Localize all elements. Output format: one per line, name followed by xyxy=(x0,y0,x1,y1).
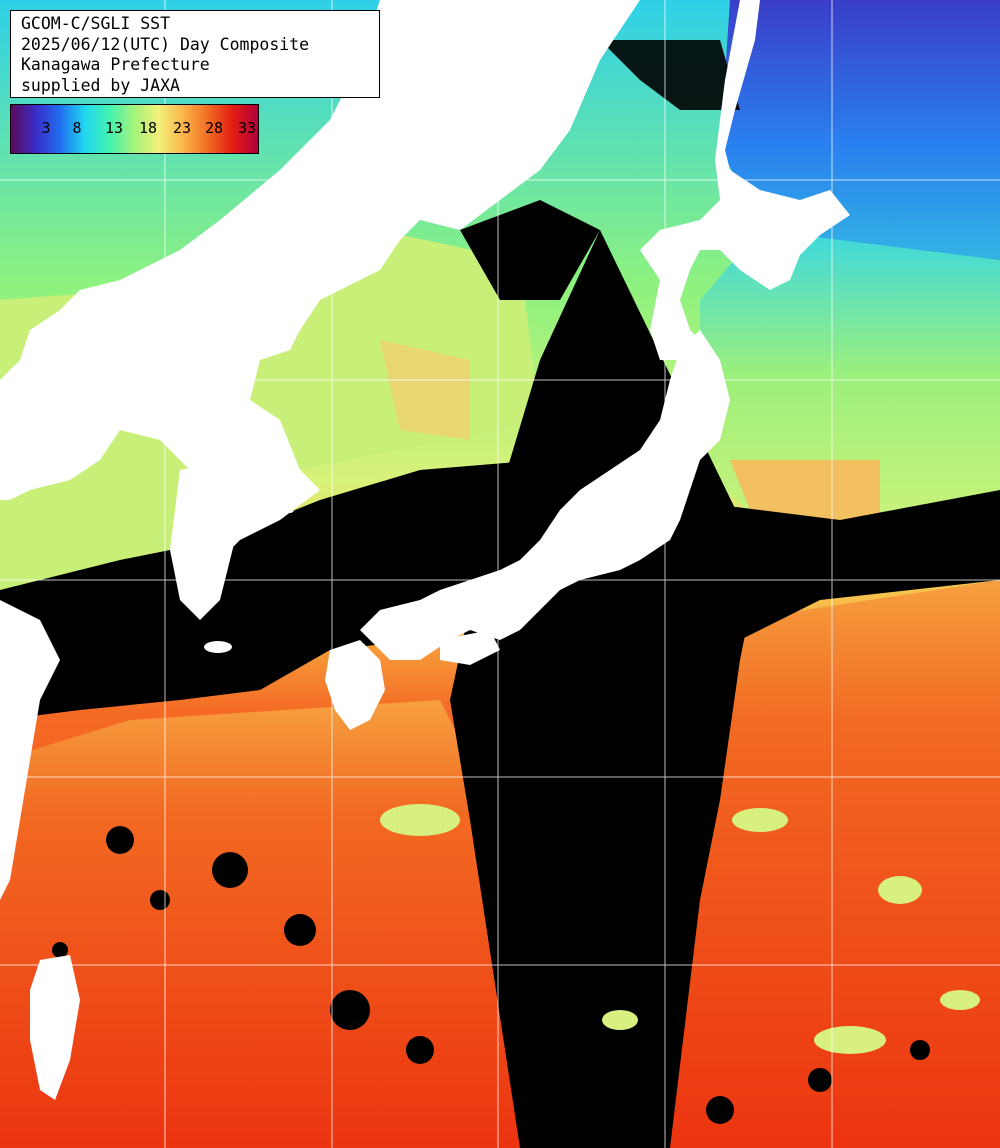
legend-tick: 23 xyxy=(172,119,192,137)
title-line-3: Kanagawa Prefecture xyxy=(21,55,210,74)
legend-tick: 3 xyxy=(41,119,51,137)
warm-tongue xyxy=(380,340,470,440)
map-title-box: GCOM-C/SGLI SST 2025/06/12(UTC) Day Comp… xyxy=(10,10,380,98)
east-sea-water xyxy=(700,230,1000,520)
legend-tick: 8 xyxy=(72,119,82,137)
southwest-warm-water xyxy=(0,700,520,1148)
temperature-color-legend: 3 8 13 18 23 28 33 xyxy=(10,104,259,154)
southeast-warm-water xyxy=(660,580,1000,1148)
legend-tick: 33 xyxy=(237,119,257,137)
legend-tick: 13 xyxy=(104,119,124,137)
title-line-2: 2025/06/12(UTC) Day Composite xyxy=(21,34,310,54)
title-line-1: GCOM-C/SGLI SST xyxy=(21,14,171,33)
title-line-4: supplied by JAXA xyxy=(21,75,180,95)
legend-tick: 18 xyxy=(138,119,158,137)
legend-tick: 28 xyxy=(204,119,224,137)
cool-patches xyxy=(380,804,980,1054)
